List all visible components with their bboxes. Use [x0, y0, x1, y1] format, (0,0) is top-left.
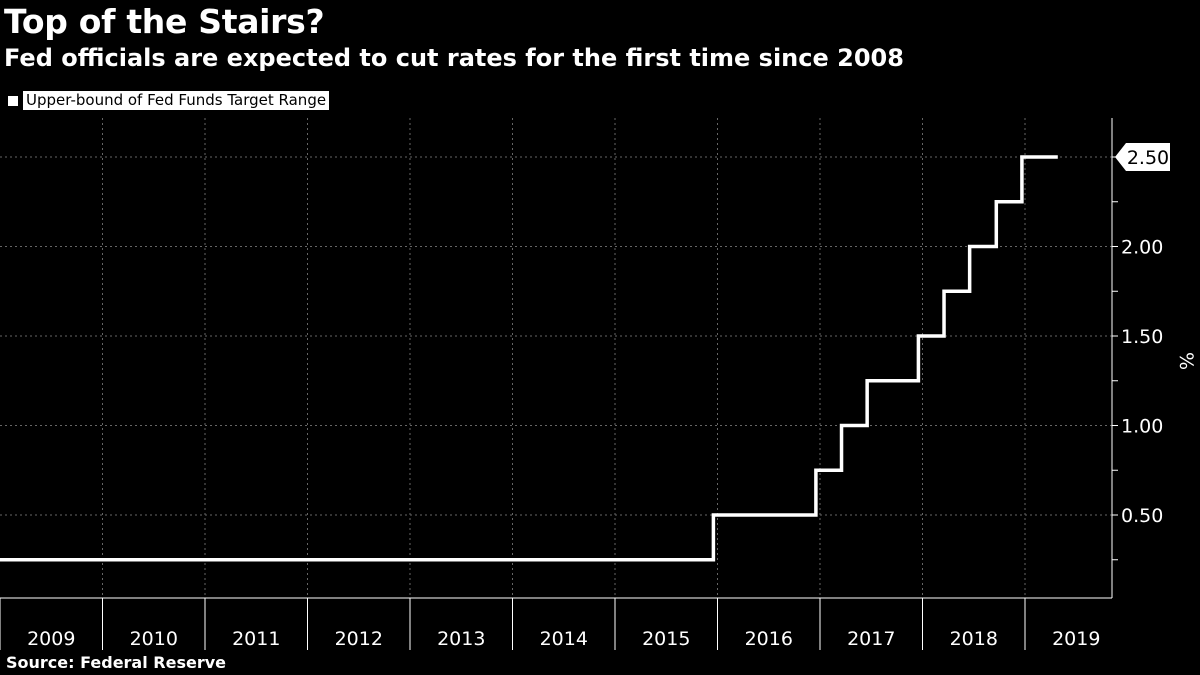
y-tick-label: 1.00: [1121, 416, 1163, 438]
x-tick-label: 2011: [232, 628, 280, 650]
grid: [0, 118, 1112, 598]
chart-subtitle: Fed officials are expected to cut rates …: [4, 44, 904, 72]
x-tick-label: 2017: [847, 628, 895, 650]
x-tick-label: 2018: [950, 628, 998, 650]
labels: 2009 2010 2011 2012 2013 2014 2015 2016 2017 2018…: [27, 143, 1197, 650]
axes: [0, 118, 1118, 650]
x-tick-label: 2012: [335, 628, 383, 650]
x-tick-label: 2015: [642, 628, 690, 650]
x-tick-label: 2013: [437, 628, 485, 650]
y-tick-label: 2.00: [1121, 237, 1163, 259]
y-tick-label: 0.50: [1121, 505, 1163, 527]
x-tick-label: 2019: [1052, 628, 1100, 650]
series-line: [0, 155, 1058, 562]
legend: Upper-bound of Fed Funds Target Range: [8, 91, 330, 110]
last-value-badge: [1115, 143, 1170, 171]
x-tick-label: 2014: [540, 628, 588, 650]
legend-swatch: [8, 95, 18, 106]
last-value-label: 2.50: [1127, 147, 1169, 169]
y-axis-title: %: [1175, 352, 1197, 370]
series: [0, 155, 1058, 562]
x-tick-label: 2009: [27, 628, 75, 650]
x-tick-label: 2016: [745, 628, 793, 650]
legend-label: Upper-bound of Fed Funds Target Range: [23, 91, 330, 110]
x-tick-label: 2010: [130, 628, 178, 650]
chart-title: Top of the Stairs?: [4, 2, 325, 41]
source-note: Source: Federal Reserve: [6, 653, 226, 672]
y-tick-label: 1.50: [1121, 326, 1163, 348]
